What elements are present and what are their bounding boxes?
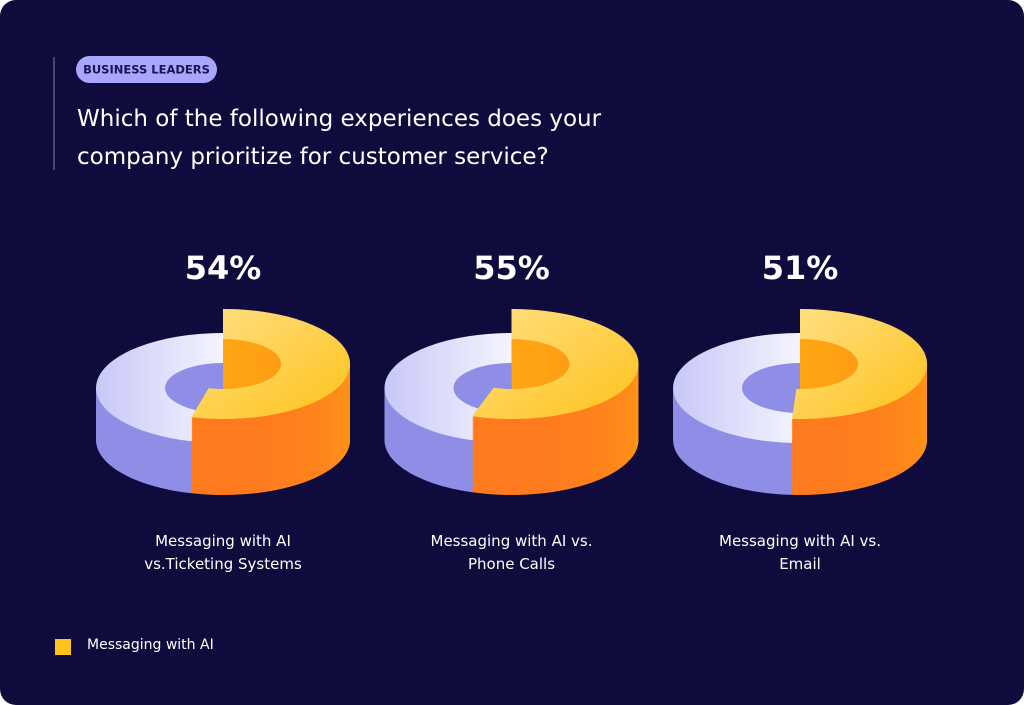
category-label: Messaging with AI vs. Phone Calls xyxy=(430,532,593,573)
category-label: Messaging with AI vs. Email xyxy=(719,532,881,573)
legend-label: Messaging with AI xyxy=(87,637,214,653)
donut-highlight xyxy=(191,309,351,420)
value-label: 54% xyxy=(185,249,262,287)
badge-text: BUSINESS LEADERS xyxy=(83,63,210,77)
donut-rest xyxy=(673,333,800,443)
donut-highlight xyxy=(472,309,639,419)
donut-rest xyxy=(96,333,223,442)
value-label: 51% xyxy=(762,249,839,287)
badge xyxy=(76,56,217,83)
chart-title: Which of the following experiences does … xyxy=(77,106,602,170)
donut-highlight xyxy=(792,309,928,419)
legend-swatch xyxy=(55,639,71,655)
value-label: 55% xyxy=(473,249,550,287)
category-label: Messaging with AI vs.Ticketing Systems xyxy=(144,532,302,573)
